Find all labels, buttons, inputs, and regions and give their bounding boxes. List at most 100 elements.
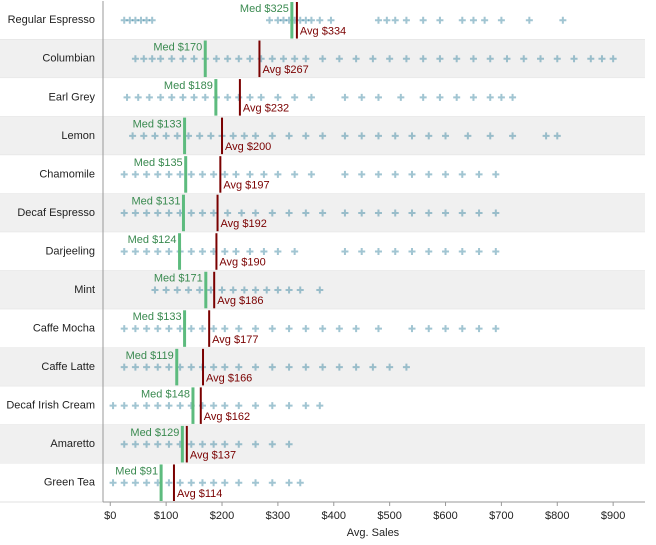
point	[481, 16, 489, 24]
point	[475, 209, 483, 217]
point	[232, 170, 240, 178]
point	[165, 402, 173, 410]
point	[131, 209, 139, 217]
point	[145, 93, 153, 101]
median-label: Med $135	[134, 157, 183, 169]
point	[374, 325, 382, 333]
point	[162, 132, 170, 140]
point	[218, 286, 226, 294]
point	[327, 16, 335, 24]
point	[140, 132, 148, 140]
point	[268, 402, 276, 410]
point	[210, 170, 218, 178]
point	[291, 55, 299, 63]
point	[201, 93, 209, 101]
point	[542, 132, 550, 140]
point	[173, 132, 181, 140]
average-label: Avg $114	[177, 488, 222, 500]
point	[126, 16, 134, 24]
point	[497, 16, 505, 24]
point	[369, 363, 377, 371]
point	[187, 248, 195, 255]
point	[570, 55, 578, 63]
median-label: Med $170	[153, 41, 202, 53]
point	[240, 286, 248, 294]
point	[374, 248, 382, 255]
x-tick-label: $100	[154, 510, 178, 522]
point	[307, 170, 315, 178]
x-tick-label: $700	[489, 510, 513, 522]
point	[120, 479, 128, 487]
point	[374, 93, 382, 101]
point	[187, 363, 195, 371]
point	[252, 402, 260, 410]
point	[131, 363, 139, 371]
point	[553, 55, 561, 63]
point	[131, 325, 139, 333]
median-label: Med $148	[141, 388, 190, 400]
point	[425, 132, 433, 140]
point	[165, 479, 173, 487]
point	[210, 325, 218, 333]
row-band	[0, 116, 645, 156]
point	[486, 55, 494, 63]
point	[352, 363, 360, 371]
point	[221, 479, 229, 487]
point	[374, 132, 382, 140]
point	[120, 402, 128, 410]
point	[165, 363, 173, 371]
point	[252, 325, 260, 333]
point	[240, 132, 248, 140]
x-tick-label: $300	[266, 510, 290, 522]
row-band	[0, 386, 645, 425]
point	[143, 325, 151, 333]
median-label: Med $189	[164, 80, 213, 92]
point	[252, 479, 260, 487]
point	[157, 93, 165, 101]
category-label: Columbian	[42, 53, 95, 65]
point	[503, 55, 511, 63]
point	[179, 93, 187, 101]
category-label: Amaretto	[50, 438, 95, 450]
point	[436, 55, 444, 63]
point	[120, 248, 128, 255]
point	[296, 286, 304, 294]
point	[458, 16, 466, 24]
point	[358, 248, 366, 255]
point	[436, 93, 444, 101]
point	[296, 16, 304, 24]
category-label: Decaf Espresso	[17, 207, 95, 219]
point	[525, 16, 533, 24]
point	[425, 248, 433, 255]
point	[453, 93, 461, 101]
point	[285, 479, 293, 487]
point	[257, 93, 265, 101]
point	[537, 55, 545, 63]
average-label: Avg $162	[204, 411, 250, 423]
point	[335, 55, 343, 63]
point	[198, 440, 206, 448]
point	[268, 132, 276, 140]
point	[492, 325, 500, 333]
point	[369, 55, 377, 63]
point	[165, 248, 173, 255]
point	[221, 248, 229, 255]
point	[469, 93, 477, 101]
point	[464, 132, 472, 140]
point	[408, 209, 416, 217]
point	[266, 16, 274, 24]
point	[134, 93, 142, 101]
point	[151, 286, 159, 294]
median-label: Med $91	[115, 465, 158, 477]
point	[210, 479, 218, 487]
point	[224, 93, 232, 101]
average-label: Avg $186	[217, 295, 263, 307]
point	[210, 209, 218, 217]
point	[221, 440, 229, 448]
x-tick-label: $0	[104, 510, 116, 522]
point	[109, 479, 117, 487]
point	[252, 132, 260, 140]
point	[402, 55, 410, 63]
point	[131, 16, 139, 24]
category-label: Decaf Irish Cream	[6, 400, 95, 412]
